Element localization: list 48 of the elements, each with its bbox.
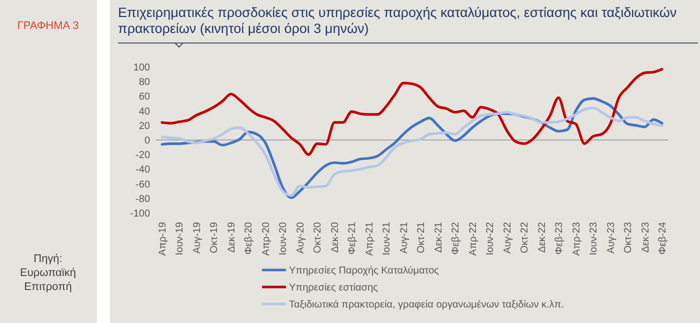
- x-tick-label: Αυγ-23: [606, 222, 617, 254]
- legend-label: Ταξιδιωτικά πρακτορεία, γραφεία οργανωμένων ταξιδίων κ.λπ.: [289, 300, 564, 310]
- y-tick-label: -100: [130, 208, 150, 220]
- text: Πηγή: Ευρωπαϊκή Επιτροπή: [20, 253, 76, 293]
- x-tick-label: Απρ-19: [158, 222, 168, 256]
- x-tick-label: Ιουν-20: [278, 222, 290, 256]
- x-tick-label: Φεβ-22: [450, 222, 462, 255]
- y-tick-label: 20: [138, 120, 150, 132]
- x-tick-label: Απρ-21: [364, 222, 376, 256]
- x-tick-label: Οκτ-23: [623, 222, 634, 254]
- x-tick-label: Φεβ-20: [244, 222, 255, 255]
- x-tick-label: Οκτ-21: [416, 222, 428, 254]
- chart-title: Επιχειρηματικές προσδοκίες στις υπηρεσίες παροχής καταλύματος, εστίασης και ταξιδιωτικών πρακτορείων (κινητοί μέσοι όροι 3 μηνών): [118, 5, 677, 36]
- x-tick-label: Φεβ-24: [658, 222, 668, 255]
- y-tick-label: 0: [144, 136, 150, 146]
- x-tick-label: Απρ-23: [571, 222, 582, 256]
- legend-label: Υπηρεσίες Παροχής Καταλύματος: [289, 266, 440, 276]
- x-tick-label: Απρ-20: [260, 222, 272, 256]
- text: ΓΡΑΦΗΜΑ 3: [17, 20, 79, 32]
- x-tick-label: Οκτ-19: [209, 222, 220, 254]
- y-tick-label: 60: [138, 92, 150, 103]
- x-tick-label: Δεκ-21: [433, 222, 444, 253]
- line-series: [160, 68, 664, 156]
- y-tick-label: -80: [136, 194, 150, 205]
- x-tick-label: Ιουν-23: [588, 222, 600, 256]
- x-tick-label: Ιουν-22: [485, 222, 496, 256]
- x-tick-label: Φεβ-21: [347, 222, 358, 255]
- x-tick-label: Ιουν-19: [174, 222, 186, 256]
- x-tick-label: Αυγ-19: [192, 222, 203, 254]
- y-tick-label: 80: [138, 77, 150, 88]
- x-tick-label: Δεκ-20: [330, 222, 341, 253]
- x-tick-label: Οκτ-22: [520, 222, 531, 254]
- x-tick-label: Δεκ-23: [640, 222, 652, 253]
- y-tick-label: -60: [136, 179, 150, 190]
- y-tick-label: -40: [136, 164, 150, 176]
- y-tick-label: 100: [133, 62, 150, 74]
- x-tick-label: Δεκ-19: [226, 222, 238, 253]
- y-tick-label: -20: [136, 150, 150, 162]
- x-tick-label: Οκτ-20: [312, 222, 324, 254]
- x-tick-label: Ιουν-21: [382, 222, 393, 256]
- x-tick-label: Αυγ-22: [502, 222, 514, 254]
- x-tick-label: Δεκ-22: [536, 222, 548, 253]
- x-tick-label: Απρ-22: [468, 222, 479, 256]
- x-tick-label: Αυγ-20: [295, 222, 306, 254]
- x-tick-label: Αυγ-21: [398, 222, 410, 254]
- legend-label: Υπηρεσίες εστίασης: [289, 282, 378, 294]
- x-tick-label: Φεβ-23: [554, 222, 566, 255]
- y-tick-label: 40: [138, 106, 150, 118]
